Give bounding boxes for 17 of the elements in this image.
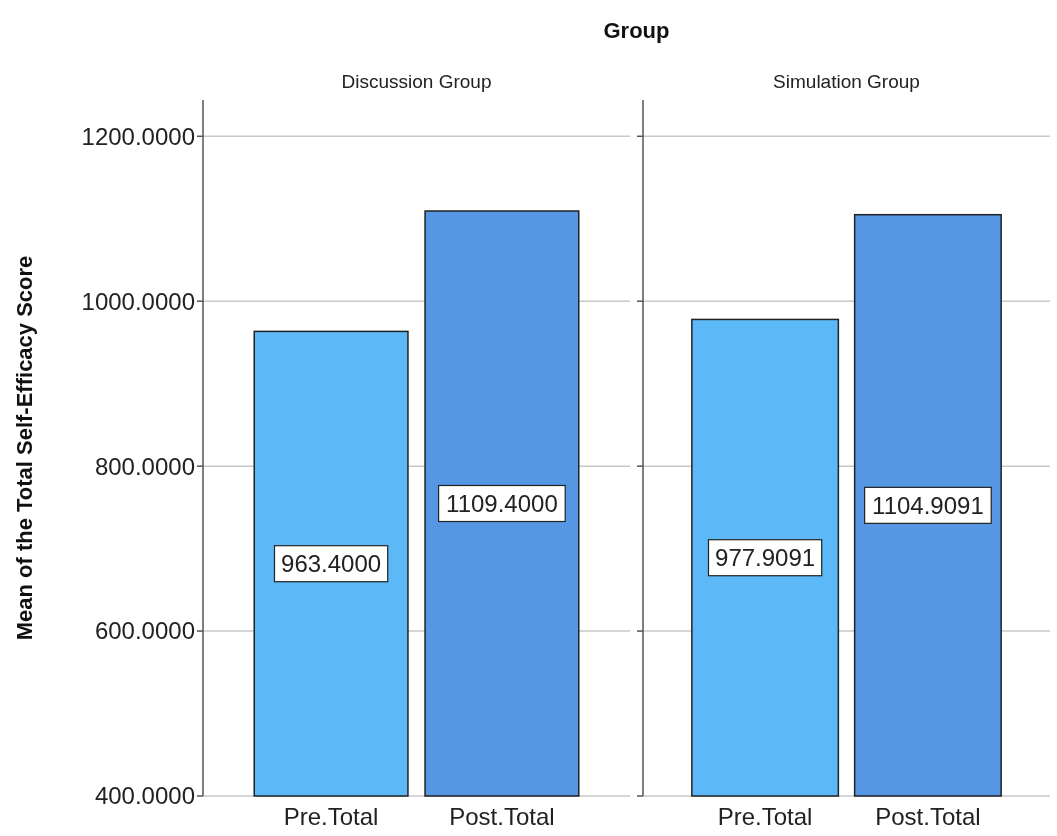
chart-subtitle: Simulation Group [773, 71, 920, 92]
y-tick-label: 600.0000 [94, 617, 195, 645]
chart-subtitle: Discussion Group [341, 71, 492, 92]
y-tick-label: 400.0000 [94, 782, 195, 810]
chart-title: Group [603, 18, 670, 43]
x-tick-label: Post.Total [449, 803, 555, 830]
data-label: 963.4000 [281, 550, 382, 578]
x-tick-label: Pre.Total [283, 803, 379, 830]
data-label: 977.9091 [715, 544, 816, 572]
data-label: 1104.9091 [872, 491, 984, 519]
x-tick-label: Pre.Total [717, 803, 813, 830]
y-tick-label: 1200.0000 [81, 122, 195, 150]
y-axis-title: Mean of the Total Self-Efficacy Score [12, 255, 37, 641]
data-label: 1109.4000 [446, 489, 558, 517]
x-tick-label: Post.Total [875, 803, 981, 830]
y-tick-label: 1000.0000 [81, 287, 195, 315]
y-tick-label: 800.0000 [94, 452, 195, 480]
